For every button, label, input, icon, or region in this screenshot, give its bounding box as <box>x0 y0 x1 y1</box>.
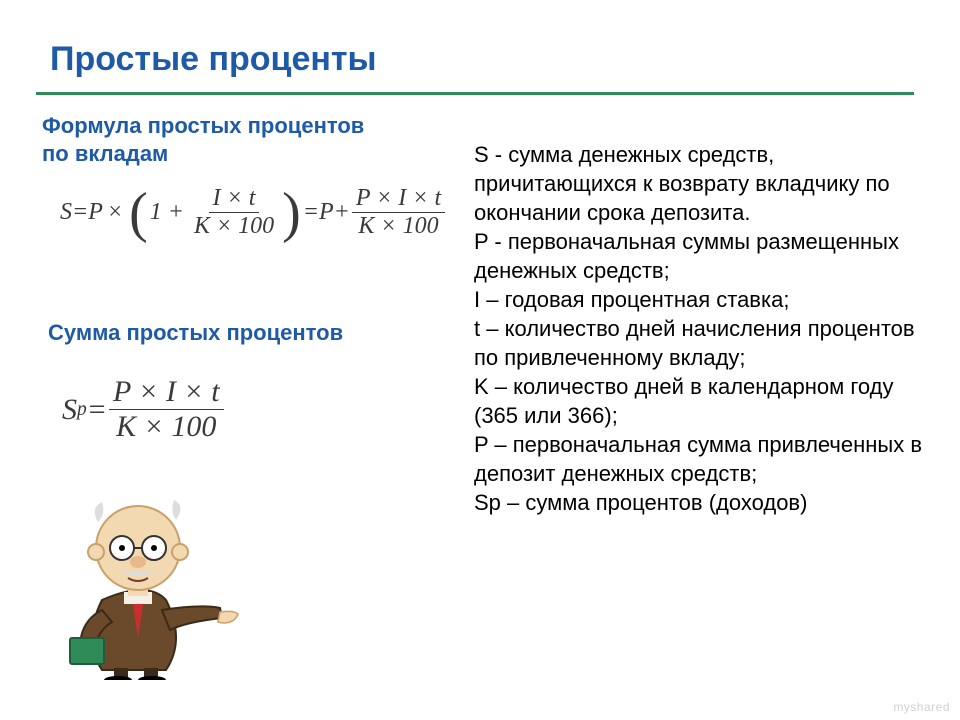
f1-one-plus: 1 + <box>150 199 188 226</box>
f1-eq1: = <box>72 199 88 226</box>
f2-num: P × I × t <box>109 375 224 410</box>
f1-frac1: I × t K × 100 <box>190 185 278 240</box>
f1-frac1-num: I × t <box>209 185 260 213</box>
f1-frac1-den: K × 100 <box>190 213 278 240</box>
subheading-sum-of-interest-text: Сумма простых процентов <box>48 320 343 345</box>
f2-Sp-S: S <box>62 393 77 427</box>
f1-frac2-num: P × I × t <box>352 185 445 213</box>
f1-P1: P <box>88 199 103 226</box>
subheading-formula-deposits-text: Формула простых процентовпо вкладам <box>42 113 364 166</box>
f1-P2: P <box>319 199 334 226</box>
f2-eq: = <box>87 393 107 427</box>
f1-S: S <box>60 199 72 226</box>
f2-den: K × 100 <box>112 410 220 444</box>
subheading-formula-deposits: Формула простых процентовпо вкладам <box>42 112 364 167</box>
formula-interest-amount: Sp = P × I × t K × 100 <box>62 375 226 444</box>
f1-eq2: = <box>303 199 319 226</box>
watermark: myshared <box>893 700 950 714</box>
f1-mul: × <box>103 199 127 226</box>
f2-frac: P × I × t K × 100 <box>109 375 224 444</box>
f1-plus: + <box>334 199 350 226</box>
f2-Sp-p: p <box>77 399 87 421</box>
subheading-sum-of-interest: Сумма простых процентов <box>48 320 343 346</box>
horizontal-rule <box>36 92 914 95</box>
professor-cartoon-icon <box>44 460 244 680</box>
slide-title: Простые проценты <box>50 40 377 79</box>
f1-frac2: P × I × t K × 100 <box>352 185 445 240</box>
formula-simple-interest-sum: S = P × ( 1 + I × t K × 100 ) = P + P × … <box>60 185 447 240</box>
f1-frac2-den: K × 100 <box>354 213 442 240</box>
slide: Простые проценты Формула простых процент… <box>0 0 960 720</box>
variable-definitions: S - сумма денежных средств, причитающихс… <box>474 140 929 517</box>
